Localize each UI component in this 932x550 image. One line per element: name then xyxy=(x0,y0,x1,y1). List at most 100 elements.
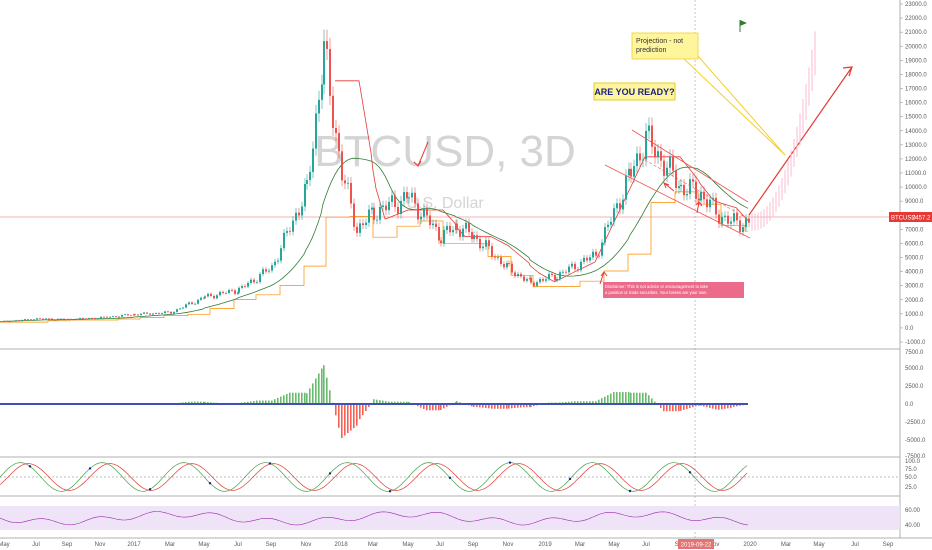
macd-bar xyxy=(353,404,355,429)
candle-body xyxy=(134,314,136,316)
channel-mid-line xyxy=(644,159,751,221)
macd-bar xyxy=(397,401,399,404)
time-axis[interactable]: May Jul Sep Nov 2017 Mar May Jul Sep Nov 2018 Mar Ma… xyxy=(0,542,894,548)
channel-upper-line xyxy=(631,129,749,203)
macd-bar xyxy=(482,404,484,408)
candle-body xyxy=(628,168,630,176)
time-axis-label: Jul xyxy=(851,542,859,548)
candle-body xyxy=(692,179,694,182)
candle-body xyxy=(545,279,547,281)
candle-body xyxy=(362,223,364,225)
current-price-tag[interactable]: BTCUSD 7457.2 xyxy=(889,212,932,222)
candle-body xyxy=(182,307,184,309)
candle-body xyxy=(39,318,41,320)
candle-body xyxy=(15,320,17,321)
disclaimer-box[interactable]: Disclaimer: This is not advice or encour… xyxy=(603,282,744,298)
price-axis-label: 11000.0 xyxy=(905,171,927,177)
candle-body xyxy=(112,316,114,318)
time-axis-label: May xyxy=(813,542,824,548)
macd-bar xyxy=(610,393,612,404)
candle-body xyxy=(476,235,478,239)
macd-bar xyxy=(613,392,615,404)
stoch-cross-dot xyxy=(208,482,212,485)
price-axis[interactable]: 23000.0 22000.0 21000.0 20000.0 19000.0 18000… xyxy=(900,2,927,346)
macd-bar xyxy=(715,404,717,410)
macd-bar xyxy=(315,378,317,404)
macd-bar xyxy=(488,404,490,409)
candle-body xyxy=(698,198,700,201)
candle-body xyxy=(514,272,516,277)
candle-body xyxy=(736,213,738,221)
candle-body xyxy=(471,232,473,240)
macd-bar xyxy=(476,404,478,408)
macd-bar xyxy=(335,404,337,416)
callout-line-2: prediction xyxy=(636,47,666,54)
candle-body xyxy=(497,257,499,259)
macd-bar xyxy=(388,401,390,404)
watermark-currency: U.S. Dollar xyxy=(406,195,484,212)
candle-body xyxy=(613,208,615,222)
arrow-down-icon xyxy=(417,141,429,167)
candle-body xyxy=(70,318,72,320)
candle-body xyxy=(488,240,490,247)
candle-body xyxy=(289,231,291,232)
candle-body xyxy=(295,212,297,221)
red-moving-average xyxy=(335,80,749,282)
orange-stop-path xyxy=(0,191,748,323)
candle-body xyxy=(485,240,487,247)
are-you-ready-banner[interactable]: ARE YOU READY? xyxy=(593,82,676,101)
candle-body xyxy=(21,319,23,321)
candle-body xyxy=(228,289,230,294)
green-moving-average xyxy=(0,157,749,322)
stoch-axis-label: 50.0 xyxy=(905,475,917,481)
candle-body xyxy=(185,304,187,308)
macd-bar xyxy=(601,398,603,404)
candle-body xyxy=(30,319,32,321)
macd-bar xyxy=(595,401,597,404)
candle-body xyxy=(700,191,702,201)
macd-bar xyxy=(523,404,525,408)
price-axis-label: 23000.0 xyxy=(905,2,927,8)
candle-body xyxy=(149,313,151,315)
candle-body xyxy=(589,257,591,261)
macd-bar xyxy=(683,404,685,410)
macd-bar xyxy=(625,392,627,404)
macd-bar xyxy=(706,404,708,408)
macd-bar xyxy=(530,404,532,407)
banner-text: ARE YOU READY? xyxy=(594,87,674,97)
macd-bar xyxy=(577,401,579,404)
macd-bar xyxy=(376,399,378,404)
candle-body xyxy=(76,318,78,320)
flag-icon[interactable] xyxy=(739,20,747,32)
stoch-cross-dot xyxy=(328,472,332,475)
time-axis-label: Sep xyxy=(883,542,894,548)
price-axis-label: 6000.0 xyxy=(905,241,924,247)
candle-body xyxy=(73,319,75,321)
candle-body xyxy=(595,251,597,256)
candle-body xyxy=(91,317,93,319)
macd-bar xyxy=(568,401,570,404)
time-axis-label: 2017 xyxy=(127,542,141,548)
stoch-k-line xyxy=(0,462,748,492)
macd-bar xyxy=(672,404,674,412)
time-axis-label: Sep xyxy=(62,542,73,548)
macd-bar xyxy=(373,399,375,404)
macd-bar xyxy=(514,404,516,408)
macd-bar xyxy=(651,398,653,404)
candle-body xyxy=(526,279,528,281)
macd-bar xyxy=(347,404,349,434)
candle-body xyxy=(85,318,87,320)
projection-callout[interactable]: Projection - not prediction xyxy=(631,32,786,156)
candle-body xyxy=(459,229,461,237)
candle-body xyxy=(82,317,84,319)
candle-body xyxy=(446,225,448,231)
candle-body xyxy=(660,151,662,161)
macd-bar xyxy=(446,404,448,407)
candle-body xyxy=(9,321,11,323)
candle-body xyxy=(517,273,519,277)
time-axis-label: Jul xyxy=(642,542,650,548)
candle-body xyxy=(259,274,261,283)
candle-body xyxy=(625,175,627,200)
macd-bar xyxy=(256,400,258,404)
